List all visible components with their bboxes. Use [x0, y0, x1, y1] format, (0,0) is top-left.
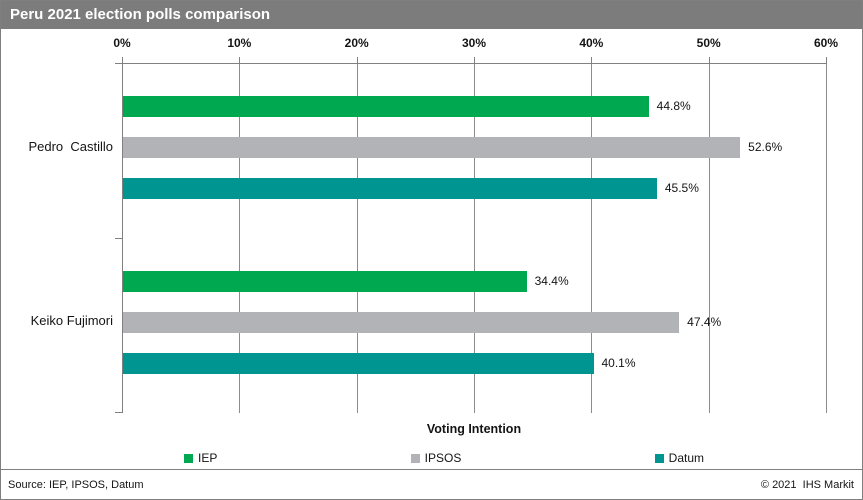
footer-divider: [1, 469, 862, 470]
category-label: Pedro Castillo: [28, 138, 113, 154]
chart-title: Peru 2021 election polls comparison: [10, 6, 271, 23]
category-axis-tick-mark: [115, 63, 122, 64]
bar-datum-fujimori: [123, 352, 594, 374]
legend-item-iep: IEP: [184, 451, 217, 465]
gridline: [826, 64, 827, 413]
gridline: [708, 64, 710, 413]
legend-swatch-iep: [184, 453, 193, 463]
bar-datum-castillo: [123, 178, 657, 199]
legend-label-ipsos: IPSOS: [424, 451, 462, 465]
source-note: Source: IEP, IPSOS, Datum: [8, 479, 144, 491]
legend-swatch-ipsos: [410, 453, 420, 463]
value-axis-tick-mark: [708, 57, 710, 63]
copyright-note: © 2021 IHS Markit: [760, 479, 854, 491]
bar-value-label: 52.6%: [748, 140, 783, 154]
value-axis-tick-label: 30%: [461, 36, 487, 50]
gridline: [591, 64, 593, 413]
bar-value-label: 34.4%: [534, 273, 569, 288]
value-axis-tick-label: 10%: [227, 36, 252, 50]
bar-value-label: 44.8%: [656, 99, 691, 113]
bar-value-label: 40.1%: [601, 355, 636, 370]
bar-iep-castillo: [123, 96, 649, 117]
bar-iep-fujimori: [123, 270, 527, 292]
value-axis-tick-label: 50%: [696, 36, 721, 50]
value-axis-tick-label: 20%: [344, 36, 369, 50]
gridline: [239, 64, 241, 413]
value-axis-tick-mark: [122, 57, 123, 63]
value-axis-title: Voting Intention: [426, 422, 522, 436]
legend: IEP IPSOS Datum: [122, 450, 826, 466]
category-axis-tick-mark: [115, 238, 122, 239]
value-axis-tick-mark: [356, 57, 358, 63]
legend-item-datum: Datum: [654, 451, 704, 465]
legend-label-datum: Datum: [668, 451, 704, 465]
value-axis-tick-label: 0%: [113, 36, 131, 50]
value-axis-tick-mark: [826, 57, 827, 63]
value-axis-tick-mark: [591, 57, 593, 63]
bar-ipsos-castillo: [123, 137, 741, 158]
bar-ipsos-fujimori: [123, 311, 680, 333]
gridline: [356, 64, 358, 413]
category-label: Keiko Fujimori: [30, 313, 113, 328]
bar-value-label: 45.5%: [664, 181, 699, 195]
plot-area: 44.8% 52.6% 45.5% 34.4% 47.4% 40.1%: [122, 63, 827, 413]
value-axis-tick-label: 40%: [579, 36, 604, 50]
value-axis-tick-mark: [239, 57, 241, 63]
chart-title-bar: Peru 2021 election polls comparison: [1, 1, 862, 29]
category-axis-tick-mark: [115, 412, 122, 413]
legend-swatch-datum: [654, 453, 664, 463]
bar-value-label: 47.4%: [687, 314, 722, 329]
value-axis-tick-mark: [474, 57, 475, 63]
legend-item-ipsos: IPSOS: [410, 451, 462, 465]
value-axis-tick-label: 60%: [813, 36, 839, 50]
legend-label-iep: IEP: [198, 451, 218, 465]
gridline: [474, 64, 475, 413]
